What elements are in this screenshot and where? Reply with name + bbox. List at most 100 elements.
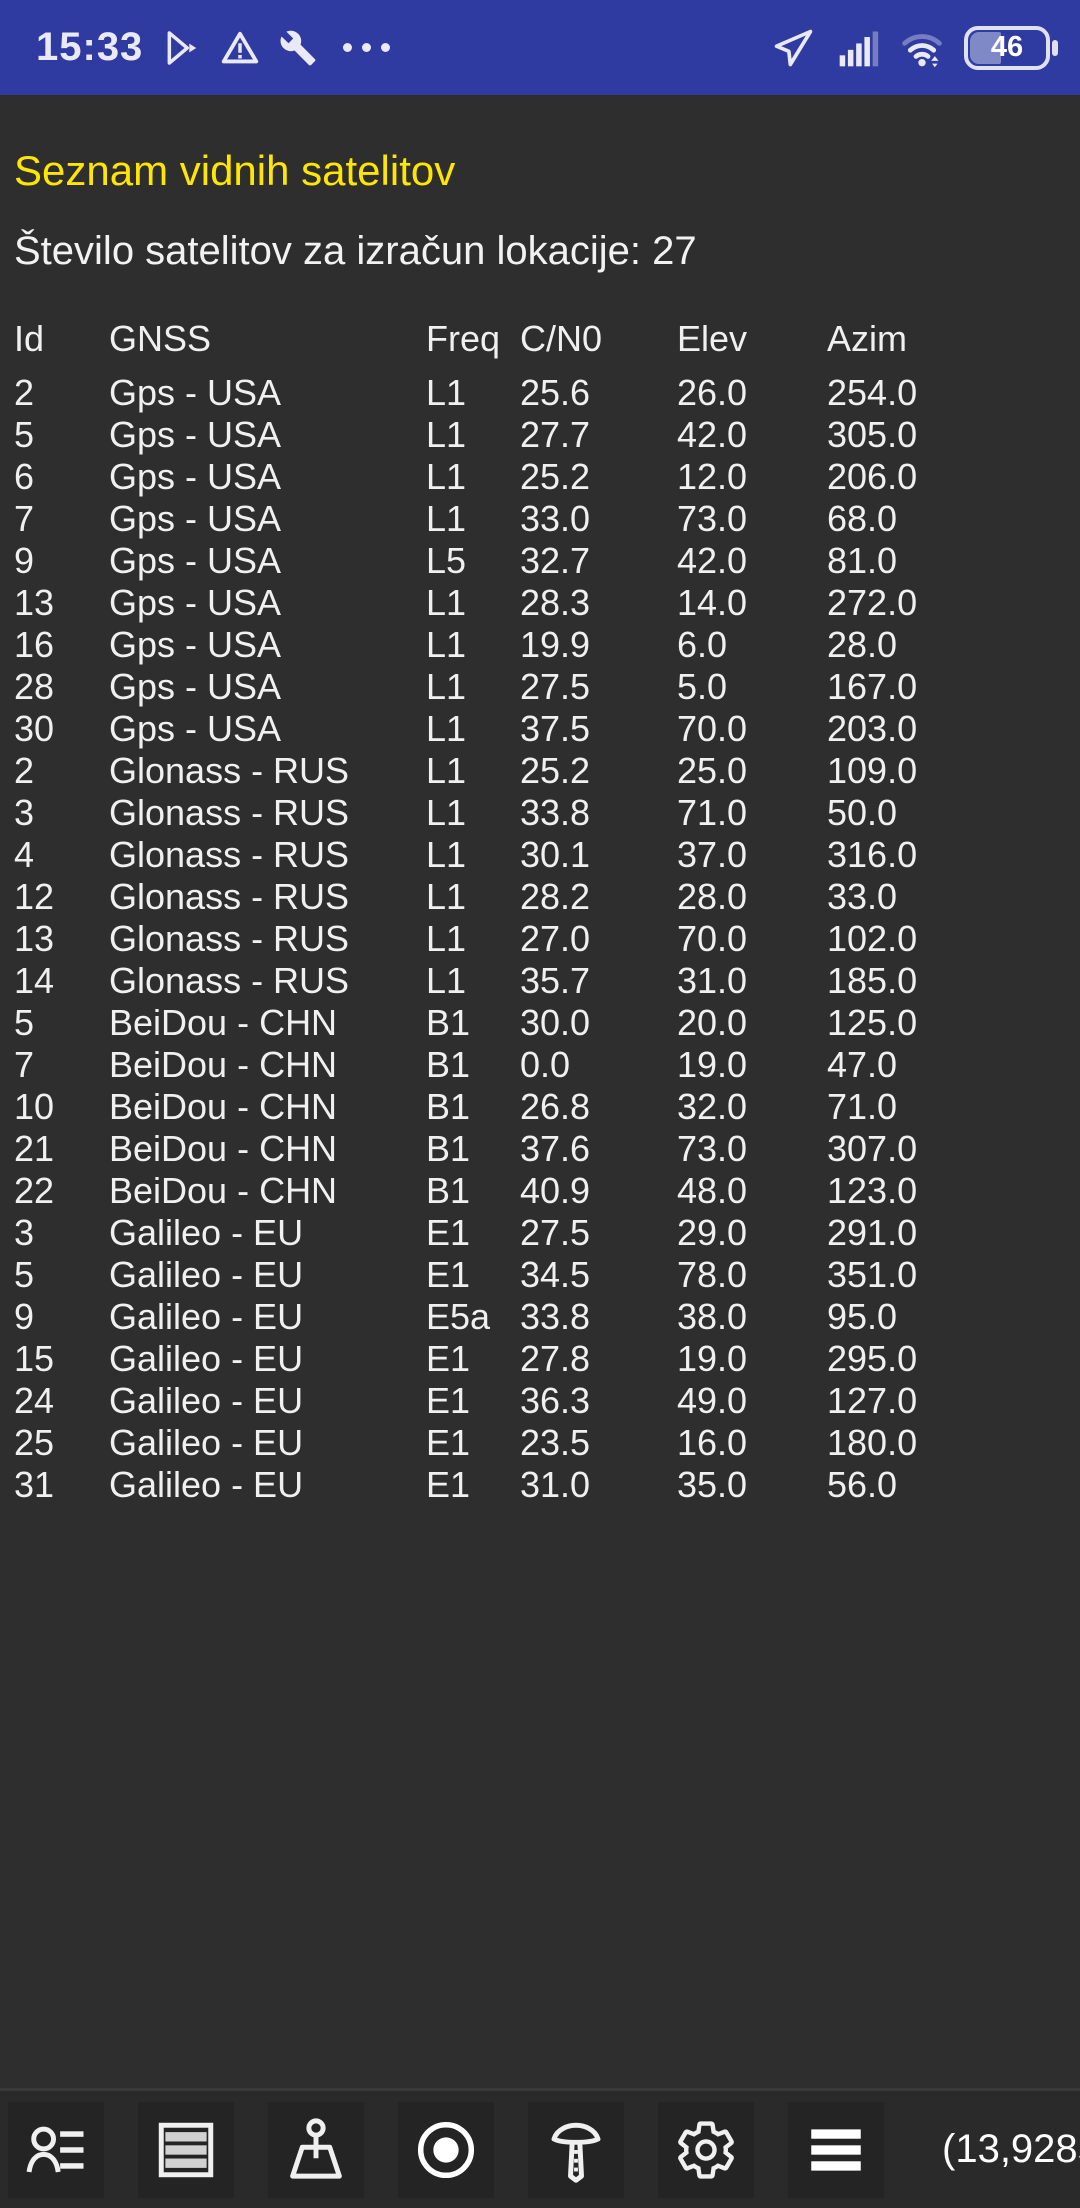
cell-freq: L1 [426,372,467,413]
cell-id: 13 [14,918,55,959]
cell-id: 9 [14,540,35,581]
coordinates-text: (13,92850 [942,2127,1080,2171]
cell-azim: 71.0 [827,1086,898,1127]
cell-elev: 73.0 [677,498,748,539]
cell-freq: E1 [426,1338,471,1379]
cell-azim: 254.0 [827,372,918,413]
cell-gnss: BeiDou - CHN [109,1086,338,1127]
table-row: 7 BeiDou - CHN B1 0.0 19.0 47.0 [14,1044,1080,1086]
signal-icon [839,31,879,66]
cell-cn0: 37.5 [520,708,591,749]
settings-gear-icon [678,2120,734,2179]
cell-gnss: Gps - USA [109,624,282,665]
cell-gnss: Glonass - RUS [109,960,350,1001]
cell-cn0: 27.7 [520,414,591,455]
cell-freq: L1 [426,792,467,833]
table-row: 3 Glonass - RUS L1 33.8 71.0 50.0 [14,792,1080,834]
cell-cn0: 25.2 [520,750,591,791]
gnss-antenna-button[interactable] [528,2101,624,2198]
satellite-list-button[interactable] [8,2101,104,2198]
cell-azim: 109.0 [827,750,918,791]
cell-freq: B1 [426,1002,471,1043]
cell-freq: L1 [426,456,467,497]
cell-azim: 33.0 [827,876,898,917]
record-target-button[interactable] [398,2101,494,2198]
cell-elev: 42.0 [677,414,748,455]
bottom-toolbar: (13,92850 [0,2088,1080,2208]
cell-id: 10 [14,1086,55,1127]
cell-freq: L5 [426,540,467,581]
cell-id: 15 [14,1338,55,1379]
cell-gnss: Gps - USA [109,582,282,623]
cell-azim: 307.0 [827,1128,918,1169]
table-row: 5 BeiDou - CHN B1 30.0 20.0 125.0 [14,1002,1080,1044]
cell-azim: 28.0 [827,624,898,665]
cell-azim: 95.0 [827,1296,898,1337]
cell-freq: L1 [426,666,467,707]
cell-gnss: Gps - USA [109,456,282,497]
battery-fill [970,31,1002,64]
table-row: 9 Gps - USA L5 32.7 42.0 81.0 [14,540,1080,582]
table-row: 22 BeiDou - CHN B1 40.9 48.0 123.0 [14,1170,1080,1212]
cell-azim: 167.0 [827,666,918,707]
page-title: Seznam vidnih satelitov [14,147,456,194]
wifi-icon [902,33,942,67]
cell-id: 2 [14,750,35,791]
wrench-icon [280,30,316,65]
cell-gnss: Galileo - EU [109,1422,304,1463]
cell-freq: B1 [426,1128,471,1169]
settings-button[interactable] [658,2101,754,2198]
cell-elev: 6.0 [677,624,728,665]
survey-marker-button[interactable] [268,2101,364,2198]
cell-azim: 81.0 [827,540,898,581]
play-store-icon [167,30,197,65]
cell-elev: 42.0 [677,540,748,581]
cell-id: 5 [14,414,35,455]
cell-gnss: BeiDou - CHN [109,1128,338,1169]
location-icon [774,29,813,66]
cell-gnss: Galileo - EU [109,1380,304,1421]
cell-id: 6 [14,456,35,497]
cell-elev: 35.0 [677,1464,748,1505]
cell-gnss: Galileo - EU [109,1338,304,1379]
table-view-button[interactable] [138,2101,234,2198]
cell-cn0: 30.0 [520,1002,591,1043]
cell-id: 13 [14,582,55,623]
table-row: 13 Glonass - RUS L1 27.0 70.0 102.0 [14,918,1080,960]
cell-elev: 70.0 [677,918,748,959]
cell-id: 2 [14,372,35,413]
cell-azim: 203.0 [827,708,918,749]
cell-gnss: Glonass - RUS [109,834,350,875]
cell-elev: 38.0 [677,1296,748,1337]
cell-elev: 12.0 [677,456,748,497]
table-row: 21 BeiDou - CHN B1 37.6 73.0 307.0 [14,1128,1080,1170]
cell-cn0: 27.0 [520,918,591,959]
cell-id: 28 [14,666,55,707]
cell-azim: 351.0 [827,1254,918,1295]
cell-freq: E5a [426,1296,491,1337]
cell-gnss: Gps - USA [109,498,282,539]
cell-elev: 71.0 [677,792,748,833]
cell-gnss: Glonass - RUS [109,918,350,959]
cell-id: 31 [14,1464,55,1505]
cell-id: 24 [14,1380,55,1421]
cell-elev: 19.0 [677,1338,748,1379]
table-row: 31 Galileo - EU E1 31.0 35.0 56.0 [14,1464,1080,1506]
menu-button[interactable] [788,2101,884,2198]
cell-cn0: 40.9 [520,1170,591,1211]
cell-freq: L1 [426,624,467,665]
battery-icon: 46 [964,25,1058,70]
cell-gnss: Galileo - EU [109,1212,304,1253]
cell-cn0: 27.5 [520,666,591,707]
table-row: 28 Gps - USA L1 27.5 5.0 167.0 [14,666,1080,708]
cell-id: 5 [14,1002,35,1043]
cell-cn0: 33.0 [520,498,591,539]
cell-azim: 180.0 [827,1422,918,1463]
cell-id: 21 [14,1128,55,1169]
column-header-azim: Azim [827,318,907,359]
table-row: 25 Galileo - EU E1 23.5 16.0 180.0 [14,1422,1080,1464]
gnss-antenna-icon [551,2122,601,2183]
table-row: 12 Glonass - RUS L1 28.2 28.0 33.0 [14,876,1080,918]
cell-id: 3 [14,1212,35,1253]
cell-elev: 48.0 [677,1170,748,1211]
